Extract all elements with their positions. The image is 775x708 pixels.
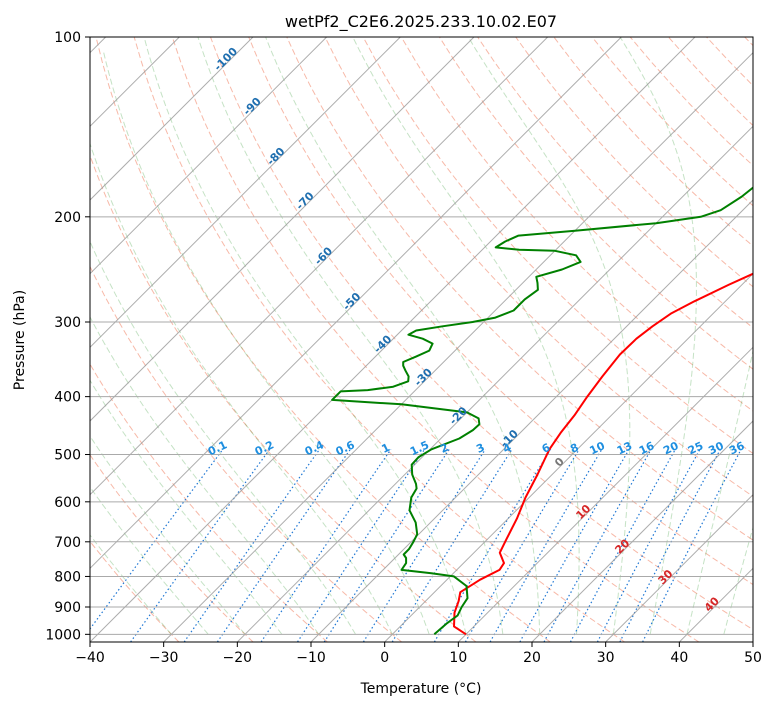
dry-adiabat-line xyxy=(171,37,700,642)
mixing-ratio-line xyxy=(569,449,676,642)
y-tick-label: 900 xyxy=(54,600,81,616)
x-tick-label: −40 xyxy=(75,650,105,666)
y-tick-label: 300 xyxy=(54,315,81,331)
y-tick-label: 700 xyxy=(54,535,81,551)
dry-adiabat-line xyxy=(210,37,753,631)
dry-adiabat-line xyxy=(133,37,625,642)
mixing-ratio-line xyxy=(642,449,742,642)
x-tick-label: 0 xyxy=(380,650,389,666)
isotherm-line xyxy=(163,51,753,642)
y-tick-label: 600 xyxy=(54,495,81,511)
mixing-ratio-label: 10 xyxy=(588,439,608,457)
y-tick-label: 800 xyxy=(54,569,81,585)
mixing-ratio-label: 16 xyxy=(637,439,657,457)
isotherm-line xyxy=(384,272,753,642)
dry-adiabat-line xyxy=(400,37,753,412)
mixing-ratio-line xyxy=(216,448,351,642)
moist-adiabat-line xyxy=(90,486,209,635)
moist-adiabat-line xyxy=(619,37,697,635)
x-tick-label: 30 xyxy=(597,650,615,666)
moist-adiabat-line xyxy=(102,49,430,635)
x-tick-label: −20 xyxy=(223,650,253,666)
mixing-ratio-line xyxy=(362,448,486,642)
y-tick-label: 100 xyxy=(54,30,81,46)
moist-adiabat-line xyxy=(352,37,580,635)
temperature-profile-line xyxy=(453,272,753,636)
x-tick-label: 50 xyxy=(744,650,762,666)
isotherm-line xyxy=(90,37,401,349)
x-tick-label: 20 xyxy=(523,650,541,666)
isotherm-line xyxy=(90,37,475,422)
isotherm-line xyxy=(531,420,753,642)
x-tick-label: −30 xyxy=(149,650,179,666)
y-tick-label: 400 xyxy=(54,390,81,406)
moist-adiabat-line xyxy=(90,142,393,635)
dry-adiabat-line xyxy=(362,37,753,455)
dry-adiabat-line xyxy=(324,37,753,498)
plot-frame xyxy=(89,36,754,643)
moist-adiabat-line xyxy=(90,435,246,635)
mixing-ratio-line xyxy=(391,448,513,642)
moist-adiabat-line xyxy=(90,315,320,635)
mixing-ratio-line xyxy=(596,449,701,642)
mixing-ratio-line xyxy=(90,448,224,630)
dry-adiabat-line xyxy=(286,37,753,541)
y-tick-label: 200 xyxy=(54,210,81,226)
dry-adiabat-line xyxy=(90,363,328,642)
mixing-ratio-line xyxy=(183,448,321,642)
dry-adiabat-line xyxy=(248,37,753,586)
mixing-ratio-line xyxy=(130,448,271,642)
mixing-ratio-label: 25 xyxy=(686,439,705,457)
mixing-ratio-line xyxy=(260,448,392,642)
isotherm-line xyxy=(90,37,549,496)
mixing-ratio-line xyxy=(619,449,722,642)
chart-title: wetPf2_C2E6.2025.233.10.02.E07 xyxy=(285,12,557,32)
isotherm-line xyxy=(605,493,753,642)
isotherm-line xyxy=(90,37,328,275)
mixing-ratio-label: 30 xyxy=(706,439,726,457)
mixing-ratio-line xyxy=(464,448,580,642)
dewpoint-profile-line xyxy=(331,186,753,636)
axes: −40 −30 −20 −10 0 10 20 30 40 50 100 200 300 400 500 60… xyxy=(45,30,762,666)
y-axis-label: Pressure (hPa) xyxy=(12,290,28,390)
isotherm-line xyxy=(90,37,696,642)
mixing-ratio-label: 36 xyxy=(727,439,747,457)
y-tick-label: 500 xyxy=(54,448,81,464)
x-axis-label: Temperature (°C) xyxy=(360,681,482,697)
x-tick-label: −10 xyxy=(296,650,326,666)
isotherm-line xyxy=(90,37,622,570)
x-tick-label: 40 xyxy=(670,650,688,666)
mixing-ratio-label: 13 xyxy=(615,439,634,457)
x-tick-label: 10 xyxy=(449,650,467,666)
dry-adiabat-line xyxy=(95,37,551,642)
mixing-ratio-label: 20 xyxy=(661,439,681,457)
moist-adiabat-line xyxy=(197,37,504,635)
dry-adiabat-line xyxy=(90,265,403,642)
moist-adiabat-line xyxy=(467,37,631,635)
dry-adiabat-line xyxy=(515,37,753,288)
isotherm-line xyxy=(457,346,753,642)
y-tick-label: 1000 xyxy=(45,627,81,643)
moist-adiabat-line xyxy=(265,37,541,635)
moist-adiabat-line xyxy=(90,534,172,635)
isotherm-line xyxy=(310,199,753,642)
isotherm-line xyxy=(236,125,753,642)
dry-adiabat-line xyxy=(90,540,180,642)
mixing-ratio-line xyxy=(323,448,450,642)
dry-adiabat-line xyxy=(90,453,254,642)
mixing-ratio-line xyxy=(296,448,426,642)
isotherm-line xyxy=(90,37,254,201)
dry-adiabat-line xyxy=(90,153,477,642)
